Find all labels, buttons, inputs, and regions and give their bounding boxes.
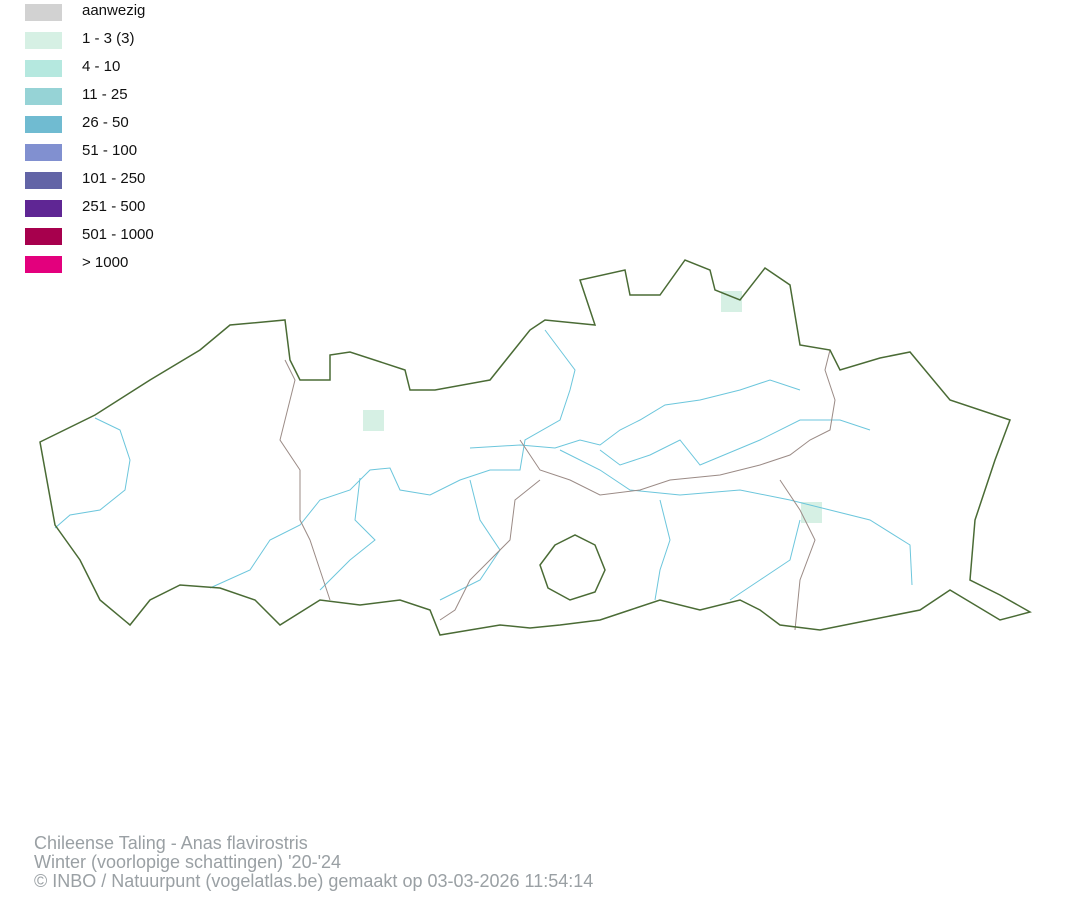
legend-swatch	[25, 32, 62, 49]
period-subtitle: Winter (voorlopige schattingen) '20-'24	[34, 852, 342, 872]
province-border	[439, 479, 541, 621]
river	[209, 329, 576, 589]
legend-swatch	[25, 88, 62, 105]
legend-swatch	[25, 200, 62, 217]
legend-swatch	[25, 172, 62, 189]
legend-label: 4 - 10	[82, 58, 121, 75]
legend-label: 51 - 100	[82, 142, 138, 159]
legend-swatch	[25, 4, 62, 21]
species-title: Chileense Taling - Anas flavirostris	[34, 833, 308, 853]
province-border	[519, 349, 836, 496]
legend-label: 101 - 250	[82, 170, 146, 187]
legend-swatch	[25, 144, 62, 161]
legend-label: 1 - 3 (3)	[82, 30, 135, 47]
river	[654, 499, 671, 601]
legend-label: 11 - 25	[82, 86, 128, 103]
observation-cell	[363, 410, 384, 431]
observation-cell	[721, 291, 742, 312]
legend-label: 251 - 500	[82, 198, 146, 215]
province-border	[779, 479, 816, 631]
legend-swatch	[25, 60, 62, 77]
river	[729, 519, 801, 601]
river	[439, 479, 501, 601]
brussels-outline	[539, 534, 606, 601]
legend-swatch	[25, 228, 62, 245]
legend-label: aanwezig	[82, 2, 146, 19]
legend-label: > 1000	[82, 254, 129, 271]
river	[469, 379, 801, 449]
river	[599, 419, 871, 466]
region-outline	[39, 259, 1032, 636]
province-border	[279, 359, 331, 601]
observation-cell	[801, 502, 822, 523]
credit-line: © INBO / Natuurpunt (vogelatlas.be) gema…	[34, 871, 594, 891]
river	[54, 417, 131, 529]
legend-swatch	[25, 116, 62, 133]
map-caption: Chileense Taling - Anas flavirostris Win…	[34, 834, 593, 891]
legend-label: 501 - 1000	[82, 226, 154, 243]
legend-label: 26 - 50	[82, 114, 129, 131]
river	[559, 449, 913, 586]
river	[319, 477, 376, 591]
legend-swatch	[25, 256, 62, 273]
